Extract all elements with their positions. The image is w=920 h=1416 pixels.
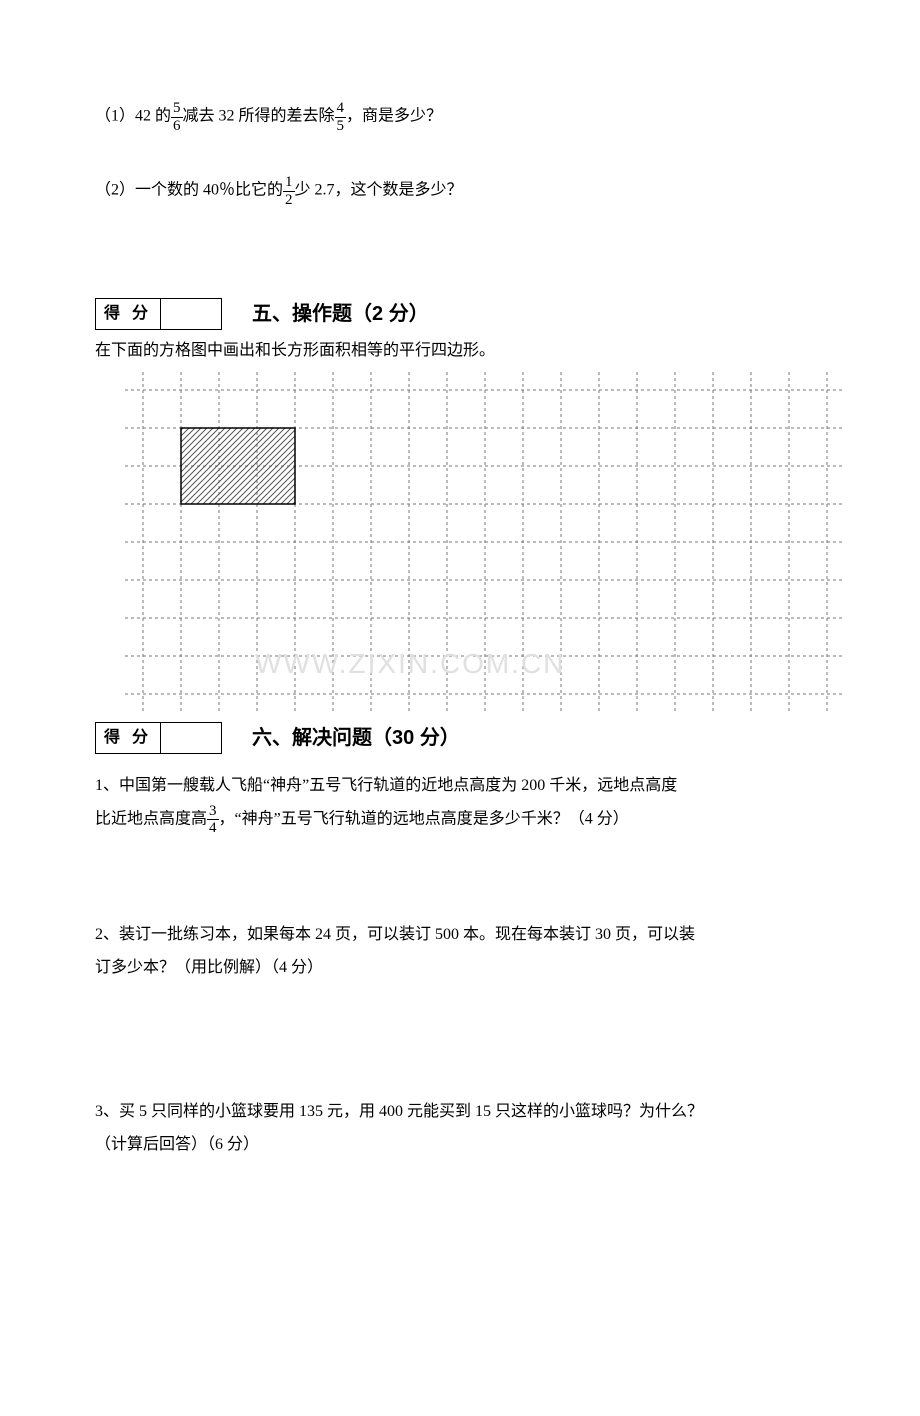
score-blank-5 [161,299,221,329]
grid-figure [125,372,845,712]
p2-line2: 订多少本？（用比例解）（4 分） [95,952,825,984]
problem-2: 2、装订一批练习本，如果每本 24 页，可以装订 500 本。现在每本装订 30… [95,917,825,984]
p1-frac-num: 3 [207,803,219,821]
p1-line2a: 比近地点高度高 [95,810,207,827]
section5-title: 五、操作题（2 分） [252,298,429,330]
score-label-6: 得 分 [96,723,161,753]
q1-prefix: （1）42 的 [95,108,171,125]
score-blank-6 [161,723,221,753]
score-box-6: 得 分 [95,722,222,754]
section6-title: 六、解决问题（30 分） [252,722,460,754]
q1-suffix: ，商是多少？ [346,108,442,125]
p2-line1: 2、装订一批练习本，如果每本 24 页，可以装订 500 本。现在每本装订 30… [95,917,825,952]
q1-frac1-den: 6 [171,118,183,135]
q2-prefix: （2）一个数的 40％比它的 [95,182,283,199]
q1-frac2: 45 [335,100,347,134]
q2-frac-den: 2 [283,192,295,209]
question-2: （2）一个数的 40％比它的12少 2.7，这个数是多少？ [95,174,825,208]
p3-line1: 3、买 5 只同样的小篮球要用 135 元，用 400 元能买到 15 只这样的… [95,1094,825,1129]
q1-frac2-den: 5 [335,118,347,135]
score-label-5: 得 分 [96,299,161,329]
q1-frac2-num: 4 [335,100,347,118]
q1-frac1: 56 [171,100,183,134]
p1-frac-den: 4 [207,820,219,837]
p1-line2: 比近地点高度高34，“神舟”五号飞行轨道的远地点高度是多少千米？（4 分） [95,803,825,837]
q1-frac1-num: 5 [171,100,183,118]
q2-suffix: 少 2.7，这个数是多少？ [295,182,463,199]
section6-header: 得 分 六、解决问题（30 分） [95,722,825,754]
question-1: （1）42 的56减去 32 所得的差去除45，商是多少？ [95,100,825,134]
problem-1: 1、中国第一艘载人飞船“神舟”五号飞行轨道的近地点高度为 200 千米，远地点高… [95,768,825,837]
q2-frac-num: 1 [283,174,295,192]
p1-line1: 1、中国第一艘载人飞船“神舟”五号飞行轨道的近地点高度为 200 千米，远地点高… [95,768,825,803]
p1-line2b: ，“神舟”五号飞行轨道的远地点高度是多少千米？（4 分） [219,810,629,827]
q1-mid: 减去 32 所得的差去除 [183,108,335,125]
p1-frac: 34 [207,803,219,837]
section5-instruction: 在下面的方格图中画出和长方形面积相等的平行四边形。 [95,338,825,364]
p3-line2: （计算后回答）（6 分） [95,1129,825,1161]
problem-3: 3、买 5 只同样的小篮球要用 135 元，用 400 元能买到 15 只这样的… [95,1094,825,1161]
section5-header: 得 分 五、操作题（2 分） [95,298,825,330]
q2-frac: 12 [283,174,295,208]
score-box-5: 得 分 [95,298,222,330]
